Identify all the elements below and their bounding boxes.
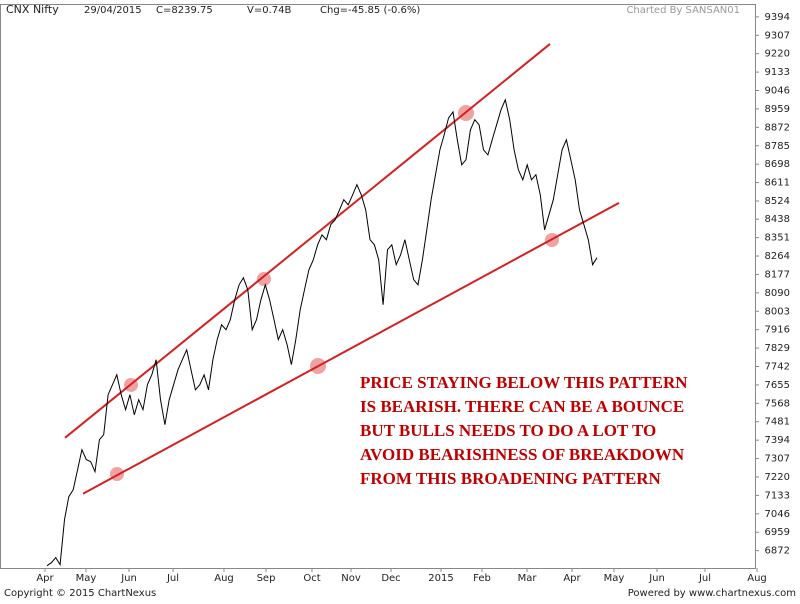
x-tick-label: Nov [341,573,361,584]
y-tick-label: 9046 [765,86,790,97]
y-tick-label: 7916 [765,325,790,336]
y-tick-label: 9133 [765,67,790,78]
y-tick-label: 6872 [765,546,790,557]
annotation: PRICE STAYING BELOW THIS PATTERN [360,373,688,392]
footer-left: Copyright © 2015 ChartNexus [4,588,156,599]
annotation: FROM THIS BROADENING PATTERN [360,469,662,488]
plot-frame [0,4,756,569]
touch-point [257,272,271,286]
x-tick-label: Oct [303,573,320,584]
y-tick-label: 9307 [765,30,790,41]
footer-right: Powered by www.chartnexus.com [628,588,796,599]
y-tick-label: 7655 [765,380,790,391]
x-tick-label: 2015 [428,573,453,584]
annotation: BUT BULLS NEEDS TO DO A LOT TO [360,421,656,440]
x-tick-label: May [604,573,625,584]
y-tick-label: 8959 [765,104,790,115]
x-tick-label: Jul [698,573,711,584]
y-tick-label: 7046 [765,509,790,520]
y-tick-label: 7394 [765,435,790,446]
date: 29/04/2015 [84,5,142,16]
x-tick-label: Jul [166,573,179,584]
x-tick-label: May [76,573,97,584]
y-tick-label: 8524 [765,196,790,207]
y-tick-label: 8177 [765,269,790,280]
y-tick-label: 7133 [765,490,790,501]
trendline [82,202,620,495]
y-tick-label: 7481 [765,417,790,428]
x-tick-label: Apr [36,573,54,584]
y-tick-label: 7307 [765,454,790,465]
y-tick-label: 8090 [765,288,790,299]
y-tick-label: 8003 [765,306,790,317]
x-tick-label: Apr [563,573,581,584]
x-tick-label: Aug [747,573,767,584]
x-tick-label: Jun [120,573,137,584]
symbol: CNX Nifty [6,3,59,16]
x-tick-label: Mar [518,573,538,584]
y-tick-label: 7568 [765,398,790,409]
x-tick-label: Sep [257,573,276,584]
trendline [64,43,551,439]
annotation: IS BEARISH. THERE CAN BE A BOUNCE [360,397,684,416]
y-tick-label: 8611 [765,178,790,189]
annotation: AVOID BEARISHNESS OF BREAKDOWN [360,445,685,464]
y-tick-label: 8351 [765,233,790,244]
y-tick-label: 8264 [765,251,790,262]
volume: V=0.74B [247,5,291,16]
x-tick-label: Aug [214,573,234,584]
y-tick-label: 9394 [765,12,790,23]
y-tick-label: 8698 [765,159,790,170]
change: Chg=-45.85 (-0.6%) [320,5,420,16]
y-tick-label: 8785 [765,141,790,152]
close: C=8239.75 [156,5,213,16]
price-line [46,98,598,567]
y-tick-label: 8438 [765,214,790,225]
y-tick-label: 6959 [765,527,790,538]
x-tick-label: Dec [381,573,400,584]
y-tick-label: 7829 [765,343,790,354]
credit: Charted By SANSAN01 [626,5,740,16]
y-tick-label: 8872 [765,122,790,133]
y-tick-label: 9220 [765,49,790,60]
x-tick-label: Feb [473,573,491,584]
y-tick-label: 7742 [765,362,790,373]
x-tick-label: Jun [648,573,665,584]
y-tick-label: 7220 [765,472,790,483]
